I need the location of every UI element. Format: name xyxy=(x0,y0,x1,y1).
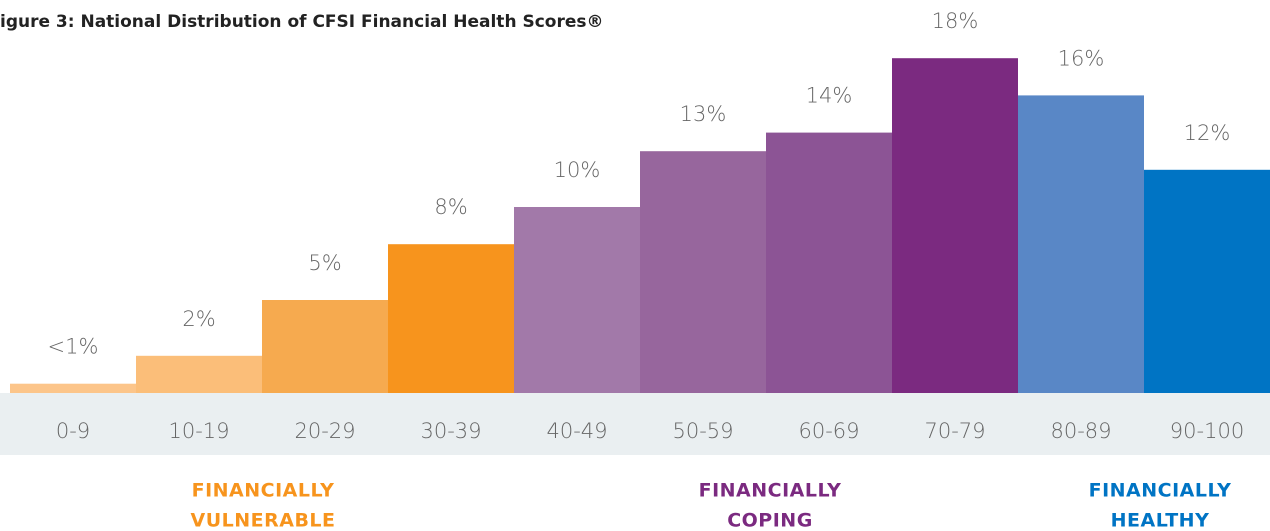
x-tick-label: 40-49 xyxy=(546,419,607,443)
value-label: 10% xyxy=(554,158,601,182)
bar xyxy=(262,300,388,393)
value-label: 12% xyxy=(1184,121,1231,145)
value-label: 8% xyxy=(434,195,467,219)
bar xyxy=(766,132,892,393)
x-tick-label: 60-69 xyxy=(798,419,859,443)
value-label: 5% xyxy=(308,251,341,275)
group-label: HEALTHY xyxy=(1111,510,1210,531)
bar xyxy=(388,244,514,393)
x-tick-label: 20-29 xyxy=(294,419,355,443)
x-tick-label: 90-100 xyxy=(1170,419,1244,443)
bar xyxy=(640,151,766,393)
chart-title: igure 3: National Distribution of CFSI F… xyxy=(0,12,604,32)
bar xyxy=(892,58,1018,393)
bar xyxy=(514,207,640,393)
x-tick-label: 0-9 xyxy=(56,419,90,443)
category-band xyxy=(0,393,1270,455)
group-label: COPING xyxy=(727,510,813,531)
x-tick-label: 50-59 xyxy=(672,419,733,443)
bar xyxy=(136,355,262,393)
value-label: 13% xyxy=(680,102,727,126)
x-tick-label: 10-19 xyxy=(168,419,229,443)
bar xyxy=(10,383,136,393)
value-label: 14% xyxy=(806,84,853,108)
bar xyxy=(1018,95,1144,394)
bar xyxy=(1144,169,1270,393)
group-label: VULNERABLE xyxy=(190,510,335,531)
x-tick-label: 80-89 xyxy=(1050,419,1111,443)
value-label: 18% xyxy=(932,9,979,33)
x-tick-label: 70-79 xyxy=(924,419,985,443)
value-label: <1% xyxy=(48,335,99,359)
group-label: FINANCIALLY xyxy=(192,480,335,502)
x-tick-label: 30-39 xyxy=(420,419,481,443)
group-label: FINANCIALLY xyxy=(1089,480,1232,502)
group-label: FINANCIALLY xyxy=(699,480,842,502)
value-label: 16% xyxy=(1058,46,1105,70)
value-label: 2% xyxy=(182,307,215,331)
